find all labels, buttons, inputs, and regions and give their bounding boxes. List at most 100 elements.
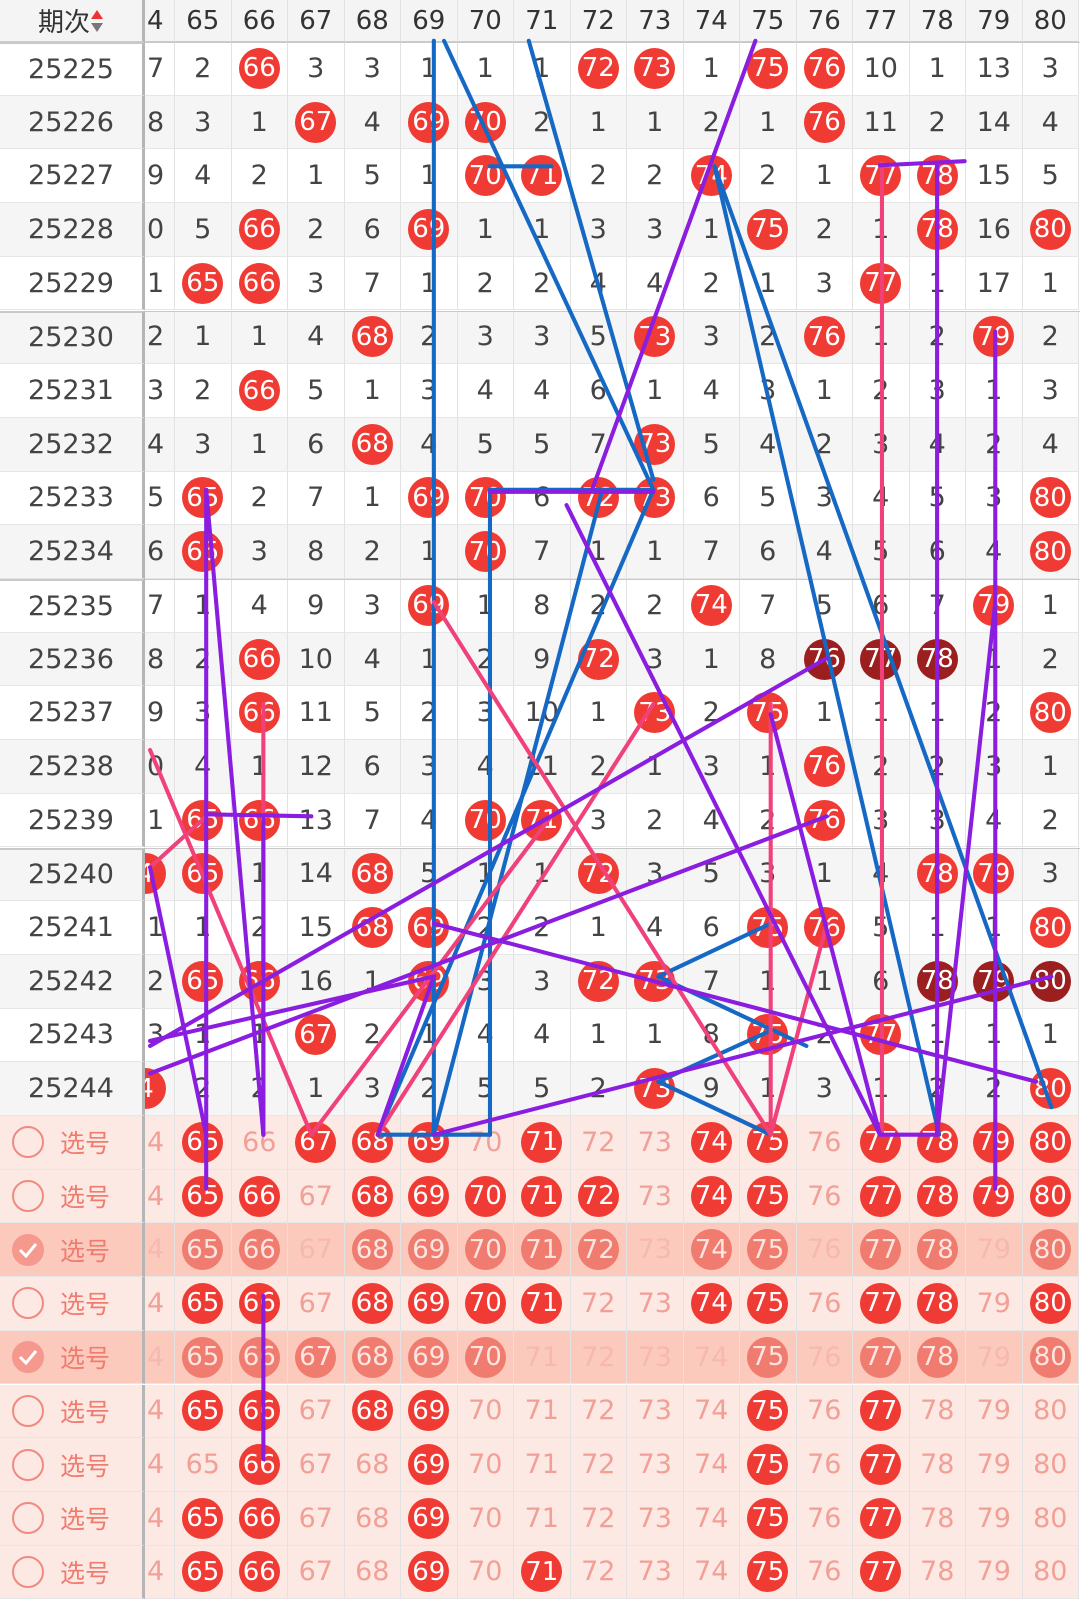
select-label[interactable]: 选号 <box>60 1236 111 1266</box>
cell: 3 <box>344 1062 401 1116</box>
cell: 66 <box>231 793 288 848</box>
cell: 11 <box>853 95 910 150</box>
cell: 72 <box>570 1384 627 1439</box>
cell-text: 1 <box>815 965 833 997</box>
period-cell: 25232 <box>0 417 145 472</box>
checkbox[interactable] <box>12 1287 44 1320</box>
select-label[interactable]: 选号 <box>60 1344 111 1374</box>
cell: 77 <box>853 1330 910 1385</box>
select-label[interactable]: 选号 <box>60 1183 111 1213</box>
cell: 74 <box>683 1330 740 1385</box>
cell-text: 79 <box>976 1234 1011 1266</box>
cell: 7 <box>570 417 627 472</box>
ball: 76 <box>803 907 845 949</box>
select-label[interactable]: 选号 <box>60 1397 111 1427</box>
ball: 70 <box>464 1282 506 1324</box>
cell-text: 1 <box>589 1019 607 1051</box>
select-label[interactable]: 选号 <box>60 1129 111 1159</box>
cell: 70 <box>457 1223 514 1278</box>
ball: 77 <box>860 1336 902 1378</box>
cell: 74 <box>683 1545 740 1600</box>
cell: 12 <box>288 740 345 794</box>
cell-text: 72 <box>581 1449 616 1481</box>
cell: 67 <box>288 1384 345 1439</box>
cell-text: 8 <box>533 589 551 621</box>
cell-text: 8 <box>702 1019 720 1051</box>
cell-text: 1 <box>363 482 381 514</box>
checkbox[interactable] <box>12 1126 44 1159</box>
cell: 73 <box>627 954 684 1009</box>
cell: 2 <box>570 579 627 633</box>
cell: 80 <box>1022 1384 1079 1439</box>
cell-text: 1 <box>250 858 268 890</box>
cell: 66 <box>231 1384 288 1439</box>
ball: 80 <box>1029 1121 1071 1163</box>
cell-text: 78 <box>920 1502 955 1534</box>
ball: 80 <box>1029 1282 1071 1324</box>
ball: 65 <box>182 960 224 1002</box>
ball: 80 <box>1029 907 1071 949</box>
cell: 76 <box>796 1438 853 1492</box>
ball: 69 <box>408 584 450 626</box>
checkbox[interactable] <box>12 1233 44 1266</box>
select-label[interactable]: 选号 <box>60 1290 111 1320</box>
cell: 69 <box>401 1491 458 1546</box>
checkbox[interactable] <box>12 1555 44 1588</box>
ball: 66 <box>238 1497 280 1539</box>
cell: 76 <box>796 901 853 955</box>
cell-text: 67 <box>298 1449 333 1481</box>
sort-icon[interactable] <box>90 8 104 34</box>
cell: 76 <box>796 740 853 794</box>
cell: 80 <box>1022 203 1079 257</box>
cell: 73 <box>627 42 684 96</box>
cell: 76 <box>796 1384 853 1439</box>
ball: 65 <box>182 477 224 519</box>
checkbox[interactable] <box>12 1341 44 1374</box>
ball: 73 <box>634 477 676 519</box>
checkbox[interactable] <box>12 1502 44 1535</box>
column-header: 79 <box>966 0 1023 42</box>
period-text: 25244 <box>28 1073 114 1105</box>
cell: 67 <box>288 1545 345 1600</box>
cell: 4 <box>457 1008 514 1063</box>
select-label[interactable]: 选号 <box>60 1558 111 1588</box>
cell-text: 4 <box>476 1019 494 1051</box>
cell: 75 <box>740 1008 797 1063</box>
select-label[interactable]: 选号 <box>60 1451 111 1481</box>
period-header: 期次 <box>0 0 145 42</box>
ball: 66 <box>238 638 280 680</box>
select-label[interactable]: 选号 <box>60 1505 111 1535</box>
cell-text: 7 <box>363 804 381 836</box>
cell: 79 <box>966 1116 1023 1170</box>
cell-text: 4 <box>147 1180 165 1212</box>
checkbox[interactable] <box>12 1394 44 1427</box>
cell-text: 72 <box>581 1502 616 1534</box>
checkbox[interactable] <box>12 1448 44 1481</box>
cell: 66 <box>231 364 288 418</box>
cell: 75 <box>740 1169 797 1224</box>
cell: 2 <box>966 686 1023 741</box>
cell: 77 <box>853 1438 910 1492</box>
cell-text: 1 <box>1041 589 1059 621</box>
cell: 16 <box>966 203 1023 257</box>
cell-text: 2 <box>147 321 165 353</box>
cell-text: 2 <box>985 428 1003 460</box>
ball: 71 <box>521 1121 563 1163</box>
cell: 2 <box>401 310 458 365</box>
cell-text: 2 <box>307 213 325 245</box>
checkbox[interactable] <box>12 1180 44 1213</box>
cell-text: 73 <box>637 1287 672 1319</box>
cell: 67 <box>288 1223 345 1278</box>
cell: 78 <box>909 1330 966 1385</box>
cell: 2 <box>288 203 345 257</box>
cell-text: 73 <box>637 1126 672 1158</box>
cell: 11 <box>514 740 571 794</box>
ball: 77 <box>860 155 902 197</box>
column-header: 73 <box>627 0 684 42</box>
cell: 3 <box>853 793 910 848</box>
cell: 80 <box>1022 1491 1079 1546</box>
cell: 65 <box>175 1223 232 1278</box>
cell-text: 71 <box>524 1341 559 1373</box>
cell: 4 <box>344 632 401 687</box>
ball: 65 <box>182 853 224 895</box>
